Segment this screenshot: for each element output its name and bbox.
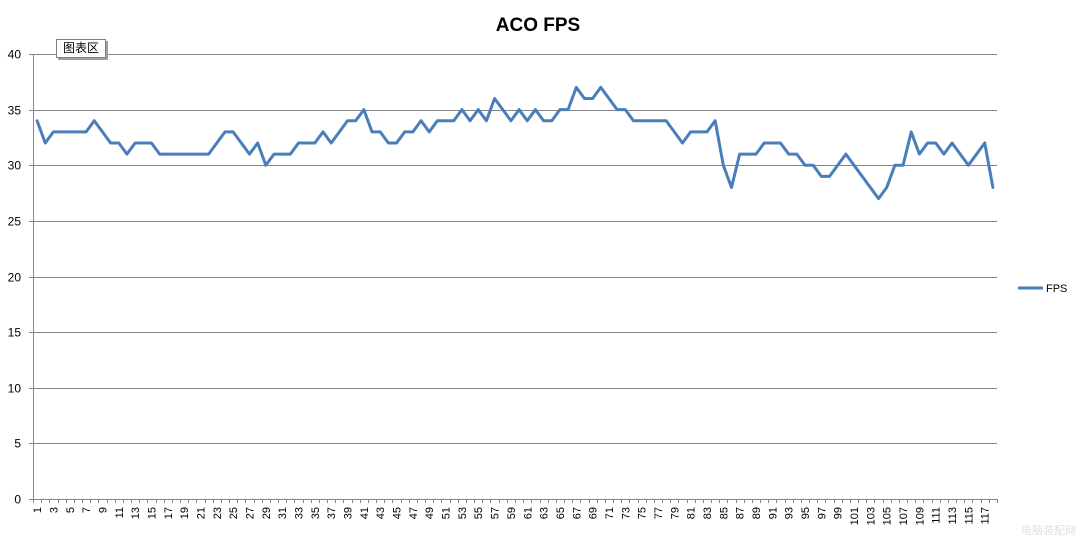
x-tick-label: 83 xyxy=(702,507,714,519)
x-tick-label: 93 xyxy=(784,507,796,519)
x-tick-label: 19 xyxy=(179,507,191,519)
x-tick-label: 47 xyxy=(408,507,420,519)
x-tick-label: 67 xyxy=(571,507,583,519)
x-tick-label: 113 xyxy=(947,507,959,525)
x-tick-label: 85 xyxy=(718,507,730,519)
x-tick-label: 1 xyxy=(32,507,44,513)
y-tick-label: 20 xyxy=(8,271,22,285)
x-tick-label: 65 xyxy=(555,507,567,519)
x-tick-label: 11 xyxy=(114,507,126,518)
x-tick-label: 95 xyxy=(800,507,812,519)
y-tick-label: 5 xyxy=(14,437,21,451)
x-tick-label: 77 xyxy=(653,507,665,519)
y-tick-label: 25 xyxy=(8,215,22,229)
legend: FPS xyxy=(1018,283,1067,295)
x-tick-label: 23 xyxy=(212,507,224,519)
x-tick-label: 21 xyxy=(195,507,207,519)
x-tick-label: 63 xyxy=(539,507,551,519)
x-tick-label: 91 xyxy=(767,507,779,519)
x-tick-label: 73 xyxy=(620,507,632,519)
x-tick-label: 107 xyxy=(898,507,910,525)
x-tick-label: 41 xyxy=(359,507,371,519)
chart-area-tooltip: 图表区 xyxy=(56,39,106,58)
x-tick-label: 81 xyxy=(686,507,698,519)
x-tick-label: 15 xyxy=(146,507,158,519)
x-tick-label: 33 xyxy=(294,507,306,519)
x-tick-label: 43 xyxy=(375,507,387,519)
x-tick-label: 75 xyxy=(637,507,649,519)
x-tick-label: 37 xyxy=(326,507,338,519)
x-tick-label: 57 xyxy=(490,507,502,519)
x-tick-label: 55 xyxy=(473,507,485,519)
x-tick-label: 109 xyxy=(914,507,926,525)
x-tick-label: 27 xyxy=(244,507,256,519)
x-tick-label: 35 xyxy=(310,507,322,519)
x-tick-label: 97 xyxy=(816,507,828,519)
x-tick-label: 103 xyxy=(865,507,877,525)
y-tick-label: 0 xyxy=(14,493,21,507)
y-tick-label: 40 xyxy=(8,48,22,62)
x-tick-label: 115 xyxy=(963,507,975,525)
x-tick-label: 117 xyxy=(980,507,992,525)
x-tick-label: 87 xyxy=(735,507,747,519)
x-tick-label: 13 xyxy=(130,507,142,519)
x-tick-label: 99 xyxy=(833,507,845,519)
x-tick-label: 61 xyxy=(522,507,534,519)
y-tick-label: 10 xyxy=(8,382,22,396)
legend-label: FPS xyxy=(1046,283,1067,295)
x-tick-label: 59 xyxy=(506,507,518,519)
x-tick-label: 51 xyxy=(441,507,453,519)
x-tick-label: 31 xyxy=(277,507,289,519)
x-tick-label: 45 xyxy=(392,507,404,519)
x-tick-label: 101 xyxy=(849,507,861,525)
y-tick-label: 35 xyxy=(8,104,22,118)
x-tick-label: 53 xyxy=(457,507,469,519)
x-tick-label: 69 xyxy=(588,507,600,519)
chart-title: ACO FPS xyxy=(496,15,580,36)
x-tick-label: 25 xyxy=(228,507,240,519)
y-tick-label: 30 xyxy=(8,159,22,173)
watermark-text: 电脑装配网 xyxy=(1021,524,1076,537)
x-tick-label: 9 xyxy=(97,507,109,513)
x-tick-label: 7 xyxy=(81,507,93,513)
x-tick-label: 49 xyxy=(424,507,436,519)
x-tick-label: 79 xyxy=(669,507,681,519)
x-tick-label: 3 xyxy=(48,507,60,513)
series-line-fps xyxy=(35,85,995,201)
x-tick-label: 5 xyxy=(65,507,77,513)
x-tick-label: 89 xyxy=(751,507,763,519)
series-layer xyxy=(35,85,995,201)
x-tick-label: 111 xyxy=(931,507,943,524)
gridlines xyxy=(33,54,997,444)
y-tick-label: 15 xyxy=(8,326,22,340)
x-tick-label: 17 xyxy=(163,507,175,519)
x-tick-label: 29 xyxy=(261,507,273,519)
x-tick-label: 39 xyxy=(343,507,355,519)
x-tick-label: 71 xyxy=(604,507,616,519)
x-tick-label: 105 xyxy=(882,507,894,525)
